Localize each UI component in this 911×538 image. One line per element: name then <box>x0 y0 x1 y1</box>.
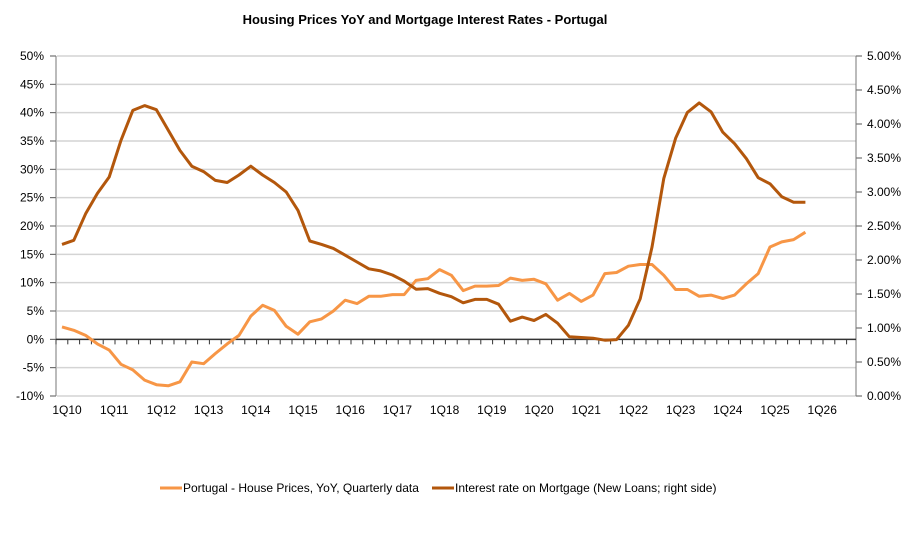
y-right-tick-label: 2.00% <box>867 253 901 267</box>
axes: -10% -5% 0% 5% 10% 15% 20% 25% 30% 35% 40% 45% 50% 0.… <box>16 49 901 417</box>
interest-rate-line <box>61 101 806 342</box>
legend: Portugal - House Prices, YoY, Quarterly … <box>160 481 716 495</box>
y-left-tick-label: 45% <box>20 77 44 91</box>
y-right-tick-label: 3.00% <box>867 185 901 199</box>
y-right-tick-label: 3.50% <box>867 151 901 165</box>
x-tick-label: 1Q20 <box>524 403 554 417</box>
y-left-tick-label: 25% <box>20 191 44 205</box>
y-right-tick-label: 4.00% <box>867 117 901 131</box>
x-tick-label: 1Q18 <box>430 403 460 417</box>
y-left-tick-label: 15% <box>20 247 44 261</box>
x-tick-label: 1Q11 <box>100 403 129 417</box>
x-tick-label: 1Q22 <box>619 403 649 417</box>
y-left-tick-label: 30% <box>20 162 44 176</box>
series-lines <box>61 101 807 388</box>
x-tick-label: 1Q25 <box>760 403 790 417</box>
y-left-tick-label: 5% <box>27 304 45 318</box>
y-right-tick-label: 4.50% <box>867 83 901 97</box>
x-tick-label: 1Q19 <box>477 403 507 417</box>
y-left-tick-label: 50% <box>20 49 44 63</box>
y-left-tick-label: 20% <box>20 219 44 233</box>
x-tick-label: 1Q23 <box>666 403 696 417</box>
gridlines <box>57 55 856 397</box>
y-left-tick-label: -10% <box>16 389 44 403</box>
x-tick-label: 1Q17 <box>383 403 413 417</box>
legend-label-house-prices: Portugal - House Prices, YoY, Quarterly … <box>183 481 419 495</box>
y-right-tick-label: 0.00% <box>867 389 901 403</box>
x-tick-label: 1Q13 <box>194 403 224 417</box>
y-left-tick-label: 0% <box>27 332 45 346</box>
x-tick-label: 1Q10 <box>52 403 82 417</box>
y-right-tick-label: 1.00% <box>867 321 901 335</box>
x-tick-label: 1Q14 <box>241 403 271 417</box>
x-tick-label: 1Q16 <box>336 403 366 417</box>
x-tick-label: 1Q24 <box>713 403 743 417</box>
y-left-tick-label: 35% <box>20 134 44 148</box>
legend-label-interest-rate: Interest rate on Mortgage (New Loans; ri… <box>455 481 716 495</box>
y-right-tick-label: 2.50% <box>867 219 901 233</box>
x-tick-label: 1Q21 <box>572 403 602 417</box>
y-right-tick-label: 1.50% <box>867 287 901 301</box>
y-right-tick-label: 5.00% <box>867 49 901 63</box>
chart-title: Housing Prices YoY and Mortgage Interest… <box>243 12 608 27</box>
house-prices-line <box>61 230 807 388</box>
y-right-tick-label: 0.50% <box>867 355 901 369</box>
y-left-tick-label: 40% <box>20 106 44 120</box>
y-left-tick-label: -5% <box>23 361 45 375</box>
y-left-tick-label: 10% <box>20 276 44 290</box>
x-tick-label: 1Q26 <box>808 403 838 417</box>
x-tick-label: 1Q15 <box>288 403 318 417</box>
x-tick-label: 1Q12 <box>147 403 177 417</box>
